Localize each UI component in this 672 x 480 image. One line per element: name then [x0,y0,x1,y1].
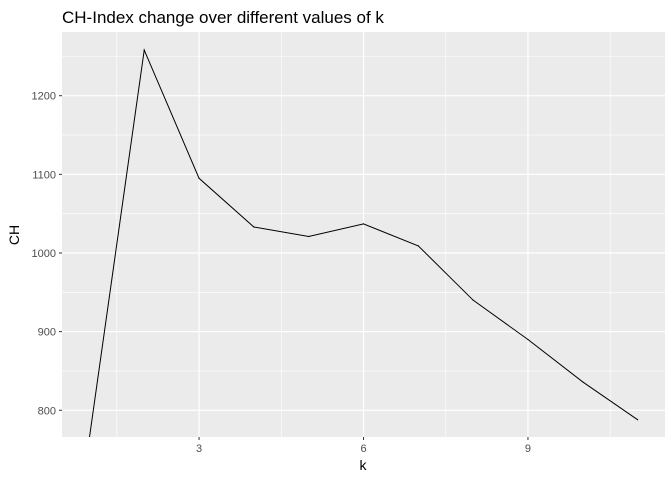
y-tick-label: 1000 [32,248,56,260]
y-tick-label: 1100 [32,169,56,181]
chart-title: CH-Index change over different values of… [62,8,384,27]
data-point [143,49,145,51]
data-point [253,226,255,228]
y-axis-title: CH [6,225,22,245]
x-axis: 3 6 9 [196,437,531,455]
y-tick-label: 1200 [32,91,56,103]
data-point [417,245,419,247]
y-axis: 800 900 1000 1100 1200 [32,91,62,417]
data-point [308,235,310,238]
data-point [89,437,90,438]
series-group [89,48,639,438]
data-point [582,381,584,383]
x-tick-label: 3 [196,443,202,455]
x-tick-label: 6 [360,443,366,455]
y-tick-label: 900 [38,327,56,339]
data-point [472,299,474,301]
data-point [527,338,529,341]
data-point [362,223,365,225]
x-axis-title: k [360,457,368,473]
data-point [636,419,639,421]
data-point [198,177,200,179]
major-grid [62,32,665,437]
y-tick-label: 800 [38,405,56,417]
x-tick-label: 9 [525,443,531,455]
